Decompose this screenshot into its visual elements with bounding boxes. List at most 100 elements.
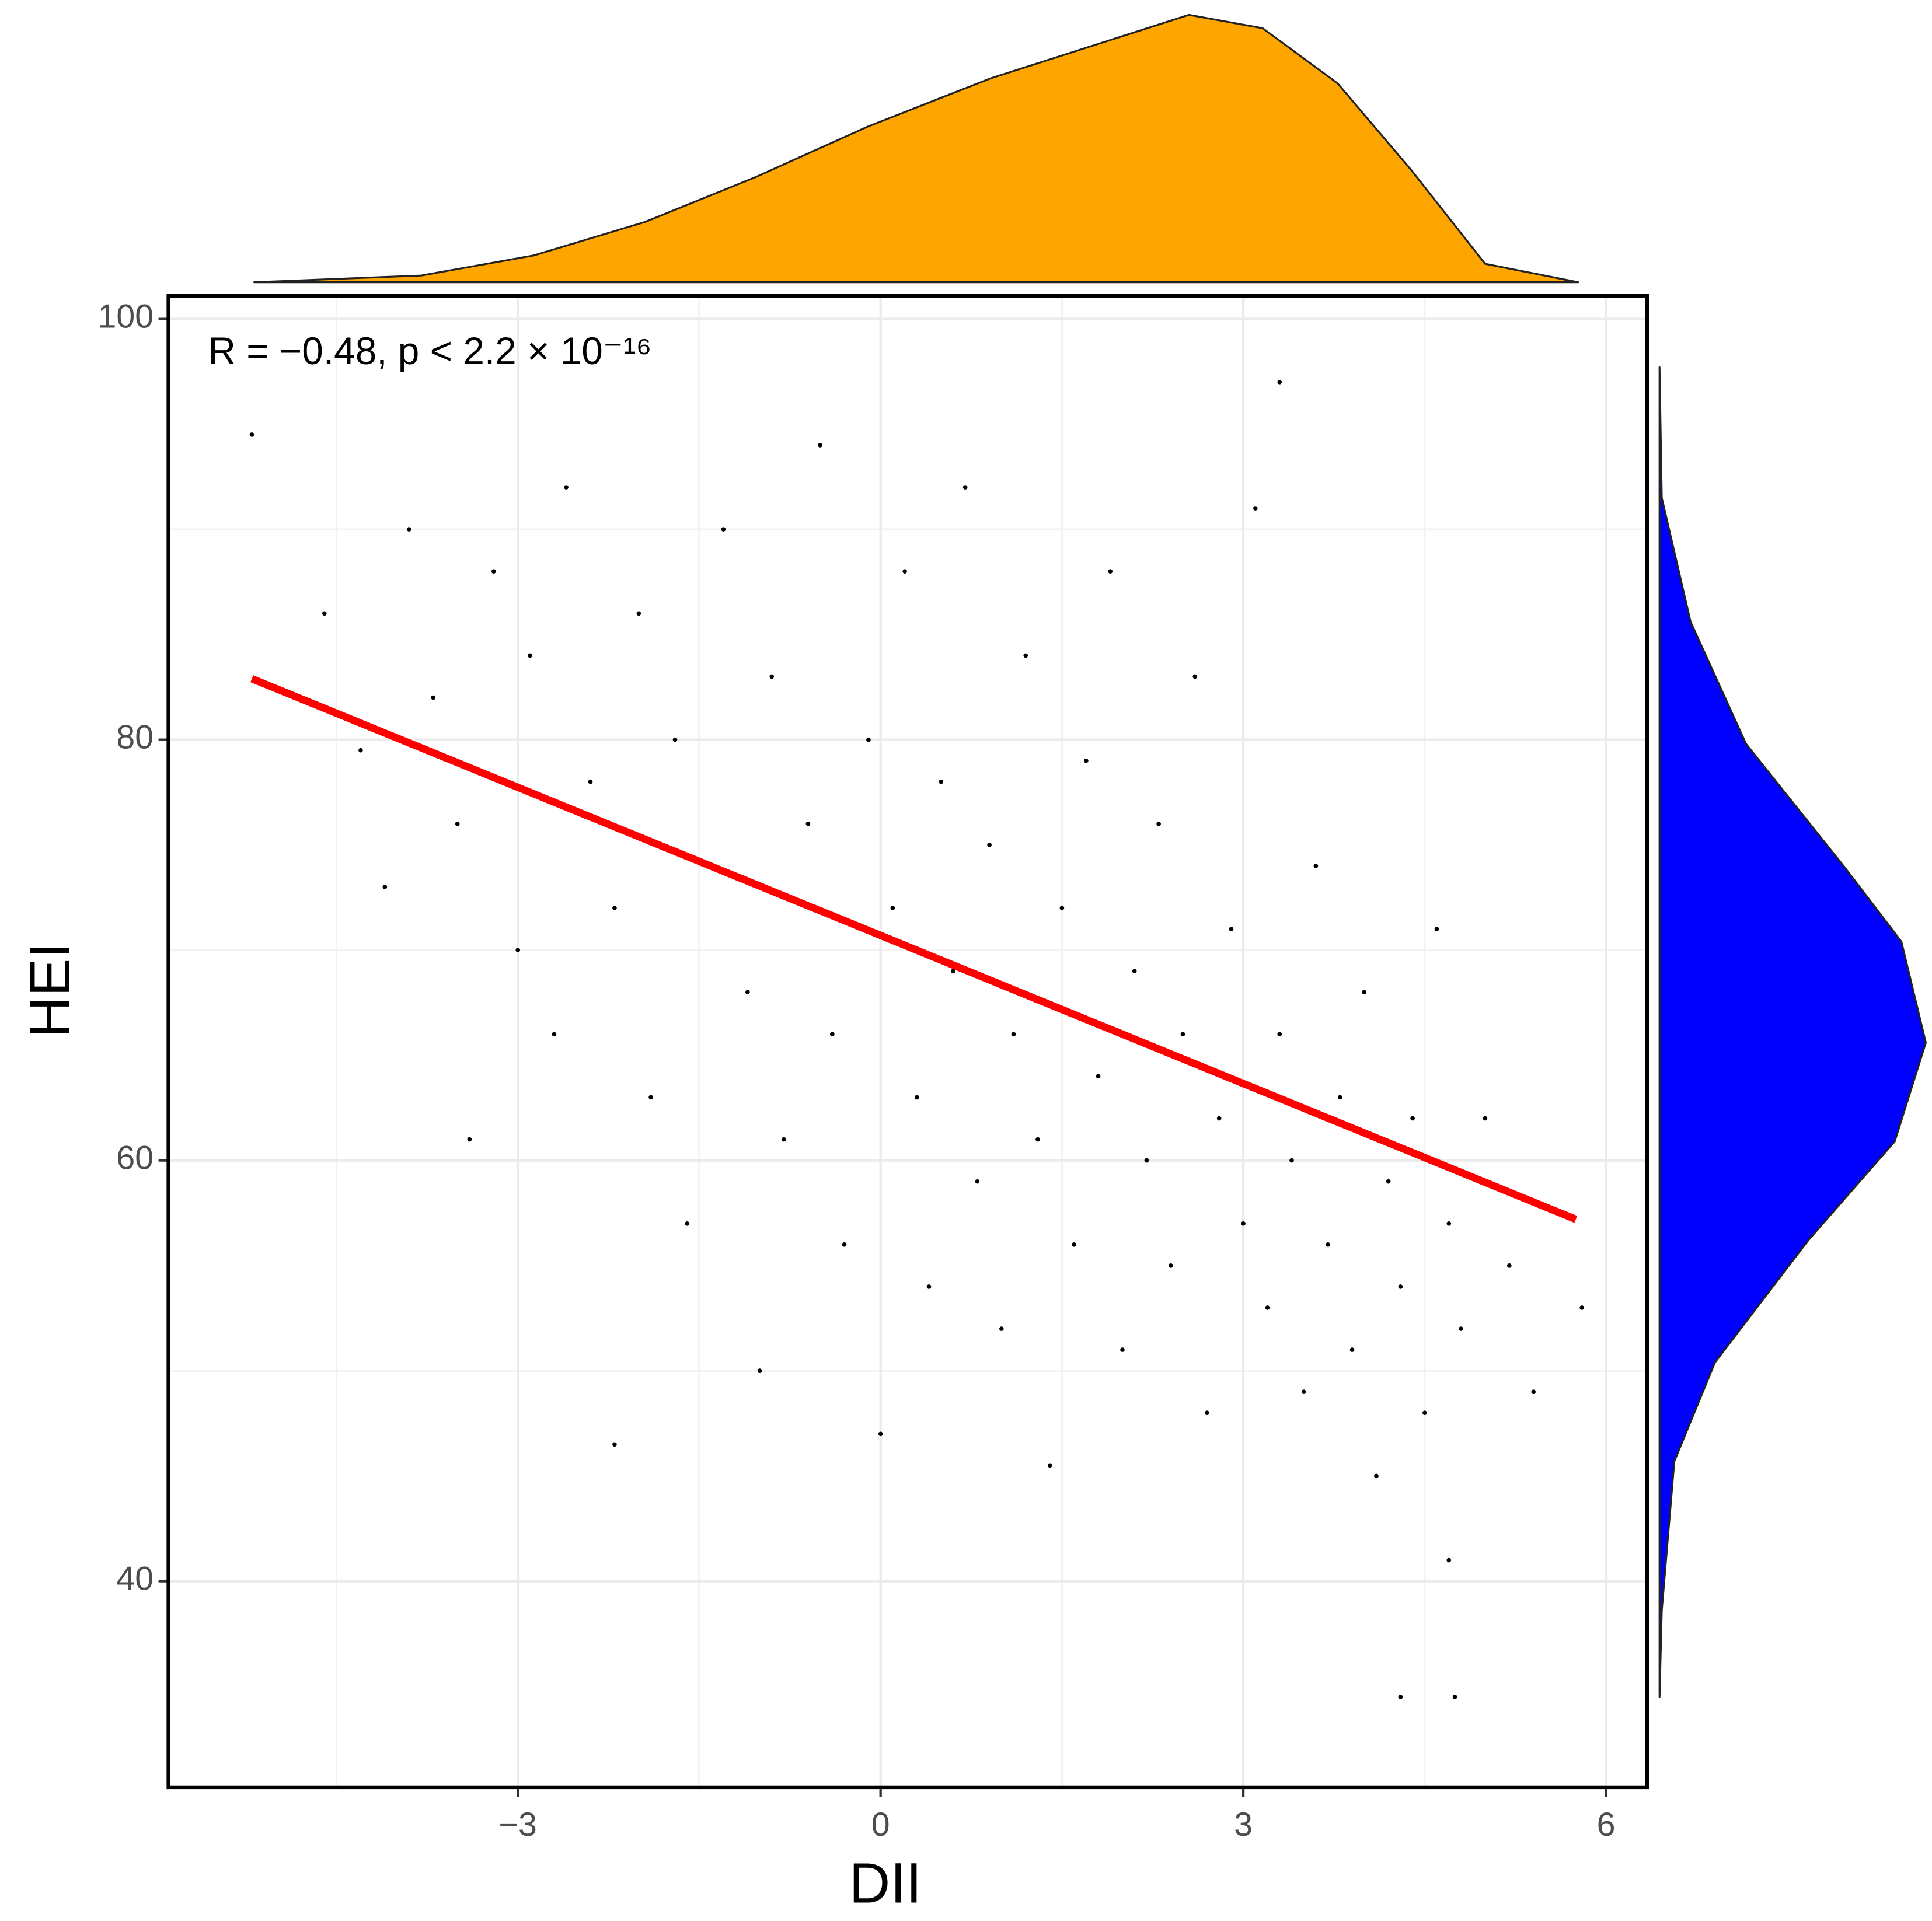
point <box>1277 1032 1282 1037</box>
point <box>1313 864 1319 868</box>
point <box>805 821 811 826</box>
point <box>1531 1389 1536 1394</box>
y-tick-label: 60 <box>116 1140 154 1177</box>
point <box>1301 1389 1306 1394</box>
point <box>1446 1557 1452 1563</box>
point <box>1459 1326 1463 1331</box>
point <box>612 1442 617 1447</box>
point <box>1507 1263 1512 1268</box>
point <box>588 779 593 784</box>
point <box>902 569 907 574</box>
point <box>1047 1463 1052 1468</box>
point <box>782 1137 786 1142</box>
point <box>1265 1305 1270 1310</box>
point <box>1338 1095 1342 1100</box>
point <box>1156 821 1161 826</box>
density-area <box>253 13 1579 284</box>
point <box>939 779 944 784</box>
point <box>1035 1137 1040 1142</box>
y-tick-label: 40 <box>116 1560 154 1598</box>
regression-line <box>250 675 1578 1223</box>
point <box>757 1368 762 1373</box>
point <box>987 843 992 847</box>
point <box>249 432 254 437</box>
point <box>1072 1242 1076 1247</box>
point <box>358 748 363 753</box>
point <box>1216 1116 1222 1121</box>
point <box>1169 1263 1173 1268</box>
point <box>1180 1032 1185 1037</box>
point <box>1446 1221 1452 1226</box>
x-tick-label: 6 <box>1597 1806 1616 1843</box>
x-axis-title: DII <box>849 1852 922 1915</box>
point <box>721 527 726 532</box>
point <box>1011 1032 1016 1037</box>
point <box>926 1284 932 1289</box>
density-area <box>1658 366 1927 1698</box>
y-tick-label: 100 <box>98 298 154 336</box>
point <box>829 1032 835 1037</box>
point <box>951 969 955 973</box>
point <box>1362 990 1367 995</box>
point <box>455 821 460 826</box>
point <box>962 485 968 490</box>
point <box>890 906 895 910</box>
point <box>1059 906 1065 910</box>
point <box>1108 569 1113 574</box>
point <box>1205 1410 1209 1416</box>
point <box>818 443 822 448</box>
point <box>1398 1284 1403 1289</box>
x-tick-label: 0 <box>871 1806 890 1843</box>
point <box>685 1221 690 1226</box>
point <box>1229 927 1234 931</box>
point <box>842 1242 847 1247</box>
point <box>1023 653 1028 658</box>
point <box>382 885 388 889</box>
y-tick-label: 80 <box>116 719 154 756</box>
point <box>322 611 327 616</box>
point <box>914 1095 919 1100</box>
point <box>1192 674 1198 679</box>
point <box>1096 1074 1101 1079</box>
point <box>1241 1221 1246 1226</box>
point <box>612 906 617 910</box>
point <box>1483 1116 1488 1121</box>
point <box>552 1032 557 1037</box>
point <box>1410 1116 1415 1121</box>
point <box>1326 1242 1330 1247</box>
point <box>636 611 641 616</box>
point <box>975 1179 980 1184</box>
point <box>528 653 532 658</box>
point <box>1277 379 1282 385</box>
annotation: R = −0.48, p < 2.2 × 10⁻¹⁶ <box>208 329 651 372</box>
point <box>1289 1158 1294 1163</box>
point <box>999 1326 1004 1331</box>
point <box>1386 1179 1391 1184</box>
x-tick-label: −3 <box>499 1806 537 1843</box>
point <box>1398 1695 1403 1699</box>
point <box>406 527 411 532</box>
point <box>515 948 521 952</box>
point <box>769 674 775 679</box>
point <box>1579 1305 1584 1310</box>
x-tick-label: 3 <box>1234 1806 1253 1843</box>
point <box>1434 927 1439 931</box>
point <box>866 737 871 742</box>
point <box>564 485 569 490</box>
point <box>1452 1695 1457 1699</box>
point <box>672 737 678 742</box>
point <box>1253 506 1258 511</box>
point <box>745 990 750 995</box>
point <box>648 1095 653 1100</box>
plot-frame <box>166 294 1649 1790</box>
point <box>1422 1410 1427 1416</box>
point <box>1144 1158 1149 1163</box>
point <box>1132 969 1137 973</box>
point <box>431 695 436 700</box>
point <box>467 1137 472 1142</box>
point <box>1084 758 1089 763</box>
point <box>1120 1347 1125 1352</box>
point <box>491 569 496 574</box>
